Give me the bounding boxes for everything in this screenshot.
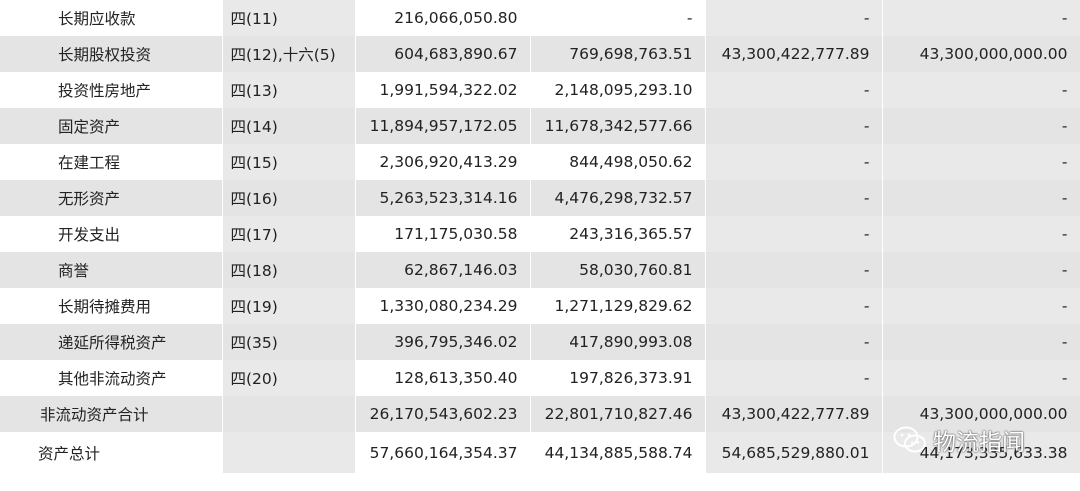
value-col-1: 171,175,030.58: [355, 216, 531, 252]
watermark-text: 物流指闻: [933, 430, 1025, 456]
table-row: 长期应收款 四(11) 216,066,050.80 - - -: [0, 0, 1080, 36]
note-ref: 四(15): [222, 144, 356, 180]
value-col-4: -: [882, 144, 1080, 180]
value-col-1: 216,066,050.80: [355, 0, 531, 36]
value-col-1: 11,894,957,172.05: [355, 108, 531, 144]
value-col-4: 44,173,335,633.38: [882, 432, 1080, 473]
item-name: 长期应收款: [0, 0, 223, 36]
note-ref: 四(13): [222, 72, 356, 108]
note-ref: 四(11): [222, 0, 356, 36]
watermark: 物流指闻: [893, 424, 1025, 456]
value-col-3: -: [705, 252, 883, 288]
item-name: 长期股权投资: [0, 36, 223, 72]
table-row: 固定资产 四(14) 11,894,957,172.05 11,678,342,…: [0, 108, 1080, 144]
value-col-1: 1,330,080,234.29: [355, 288, 531, 324]
wechat-icon: [893, 426, 927, 454]
value-col-3: -: [705, 216, 883, 252]
value-col-1: 128,613,350.40: [355, 360, 531, 396]
value-col-2: 769,698,763.51: [530, 36, 706, 72]
note-ref: 四(35): [222, 324, 356, 360]
table-row: 长期股权投资 四(12),十六(5) 604,683,890.67 769,69…: [0, 36, 1080, 72]
value-col-2: 22,801,710,827.46: [530, 396, 706, 432]
value-col-4: 43,300,000,000.00: [882, 396, 1080, 432]
value-col-2: 197,826,373.91: [530, 360, 706, 396]
item-name: 开发支出: [0, 216, 223, 252]
note-ref: [222, 432, 356, 473]
value-col-1: 62,867,146.03: [355, 252, 531, 288]
value-col-4: -: [882, 252, 1080, 288]
note-ref: 四(19): [222, 288, 356, 324]
value-col-4: -: [882, 180, 1080, 216]
value-col-3: 43,300,422,777.89: [705, 36, 883, 72]
table-row: 开发支出 四(17) 171,175,030.58 243,316,365.57…: [0, 216, 1080, 252]
value-col-2: 417,890,993.08: [530, 324, 706, 360]
value-col-3: 54,685,529,880.01: [705, 432, 883, 473]
value-col-4: -: [882, 108, 1080, 144]
table-row: 投资性房地产 四(13) 1,991,594,322.02 2,148,095,…: [0, 72, 1080, 108]
note-ref: 四(17): [222, 216, 356, 252]
value-col-1: 5,263,523,314.16: [355, 180, 531, 216]
item-name: 在建工程: [0, 144, 223, 180]
value-col-3: -: [705, 0, 883, 36]
value-col-4: 43,300,000,000.00: [882, 36, 1080, 72]
item-name: 长期待摊费用: [0, 288, 223, 324]
value-col-2: 4,476,298,732.57: [530, 180, 706, 216]
item-name: 投资性房地产: [0, 72, 223, 108]
balance-sheet-table: 长期应收款 四(11) 216,066,050.80 - - - 长期股权投资 …: [0, 0, 1080, 473]
value-col-3: -: [705, 360, 883, 396]
item-name: 商誉: [0, 252, 223, 288]
table-row: 递延所得税资产 四(35) 396,795,346.02 417,890,993…: [0, 324, 1080, 360]
value-col-2: 243,316,365.57: [530, 216, 706, 252]
note-ref: 四(16): [222, 180, 356, 216]
value-col-1: 1,991,594,322.02: [355, 72, 531, 108]
table-row: 商誉 四(18) 62,867,146.03 58,030,760.81 - -: [0, 252, 1080, 288]
value-col-2: 11,678,342,577.66: [530, 108, 706, 144]
item-name: 无形资产: [0, 180, 223, 216]
value-col-4: -: [882, 288, 1080, 324]
table-row: 其他非流动资产 四(20) 128,613,350.40 197,826,373…: [0, 360, 1080, 396]
value-col-2: 844,498,050.62: [530, 144, 706, 180]
value-col-4: -: [882, 72, 1080, 108]
table-row: 无形资产 四(16) 5,263,523,314.16 4,476,298,73…: [0, 180, 1080, 216]
value-col-2: 44,134,885,588.74: [530, 432, 706, 473]
item-name: 资产总计: [0, 432, 223, 473]
item-name: 非流动资产合计: [0, 396, 223, 432]
value-col-4: -: [882, 0, 1080, 36]
value-col-1: 26,170,543,602.23: [355, 396, 531, 432]
value-col-1: 2,306,920,413.29: [355, 144, 531, 180]
value-col-1: 396,795,346.02: [355, 324, 531, 360]
value-col-3: -: [705, 288, 883, 324]
value-col-1: 604,683,890.67: [355, 36, 531, 72]
value-col-4: -: [882, 324, 1080, 360]
value-col-3: -: [705, 108, 883, 144]
value-col-2: 58,030,760.81: [530, 252, 706, 288]
value-col-1: 57,660,164,354.37: [355, 432, 531, 473]
note-ref: 四(20): [222, 360, 356, 396]
value-col-3: 43,300,422,777.89: [705, 396, 883, 432]
table-row-subtotal: 非流动资产合计 26,170,543,602.23 22,801,710,827…: [0, 396, 1080, 432]
item-name: 递延所得税资产: [0, 324, 223, 360]
value-col-3: -: [705, 72, 883, 108]
value-col-3: -: [705, 324, 883, 360]
item-name: 其他非流动资产: [0, 360, 223, 396]
item-name: 固定资产: [0, 108, 223, 144]
value-col-4: -: [882, 216, 1080, 252]
note-ref: 四(18): [222, 252, 356, 288]
note-ref: [222, 396, 356, 432]
value-col-2: 1,271,129,829.62: [530, 288, 706, 324]
value-col-4: -: [882, 360, 1080, 396]
value-col-3: -: [705, 180, 883, 216]
value-col-2: -: [530, 0, 706, 36]
note-ref: 四(12),十六(5): [222, 36, 356, 72]
note-ref: 四(14): [222, 108, 356, 144]
value-col-3: -: [705, 144, 883, 180]
table-row: 在建工程 四(15) 2,306,920,413.29 844,498,050.…: [0, 144, 1080, 180]
table-row-total: 资产总计 57,660,164,354.37 44,134,885,588.74…: [0, 432, 1080, 473]
table-row: 长期待摊费用 四(19) 1,330,080,234.29 1,271,129,…: [0, 288, 1080, 324]
value-col-2: 2,148,095,293.10: [530, 72, 706, 108]
